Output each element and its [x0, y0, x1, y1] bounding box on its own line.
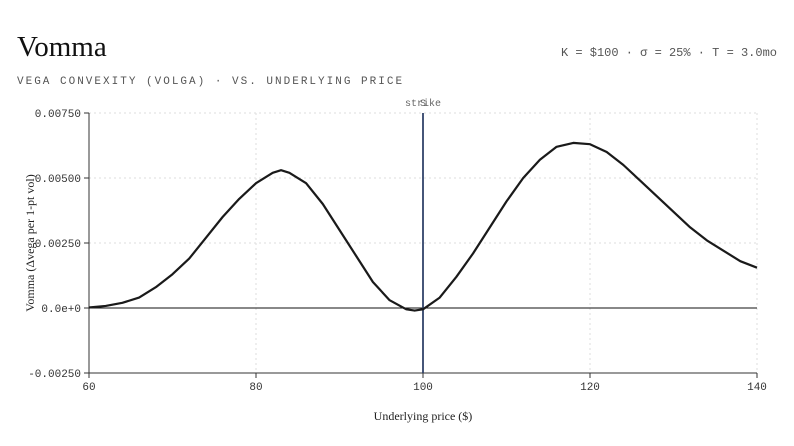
y-tick-label: 0.00250: [35, 239, 81, 251]
x-tick-label: 80: [249, 382, 262, 394]
marker-label: strike: [405, 98, 441, 110]
x-tick-label: 140: [747, 382, 767, 394]
series-line: [88, 141, 758, 312]
chart-subtitle: VEGA CONVEXITY (VOLGA) · VS. UNDERLYING …: [17, 76, 404, 88]
marker-label: S: [420, 99, 426, 110]
x-tick-label: 60: [82, 382, 95, 394]
y-tick-label: 0.0e+0: [41, 304, 81, 316]
y-tick-label: 0.00750: [35, 109, 81, 121]
x-tick-label: 100: [413, 382, 433, 394]
y-tick-label: 0.00500: [35, 174, 81, 186]
params: K = $100 · σ = 25% · T = 3.0mo: [561, 46, 777, 60]
x-tick-label: 120: [580, 382, 600, 394]
y-axis-label: Vomma (Δvega per 1-pt vol): [23, 174, 37, 311]
y-tick-label: -0.00250: [28, 369, 81, 381]
x-axis-label: Underlying price ($): [374, 409, 473, 423]
chart-title: Vomma: [17, 31, 107, 63]
